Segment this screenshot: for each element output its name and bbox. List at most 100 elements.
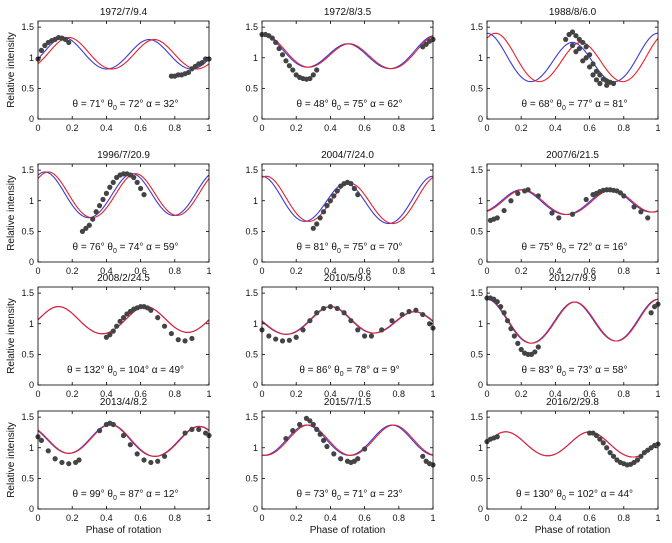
observation-point [276, 45, 282, 52]
axes-frame [37, 410, 210, 510]
observation-point [504, 318, 511, 324]
observation-point [573, 33, 579, 39]
y-tick-label: 0 [29, 114, 34, 124]
y-tick-label: 1 [29, 53, 34, 63]
model-curve-red [37, 306, 210, 335]
observation-point [563, 36, 569, 42]
geometry-annotation: θ = 68° θ0 = 77° α = 81° [522, 99, 628, 112]
observation-point [117, 318, 123, 324]
observation-point [314, 221, 320, 227]
x-tick-label: 0.8 [169, 389, 182, 399]
observation-point [573, 49, 579, 55]
model-curve-red [261, 35, 434, 70]
y-tick-label: 1.5 [470, 412, 483, 422]
x-tick-label: 0 [484, 389, 489, 399]
observation-point [549, 210, 555, 216]
observation-point [273, 39, 279, 46]
observation-point [168, 330, 174, 337]
x-tick-label: 0.6 [583, 123, 596, 133]
observation-point [508, 326, 514, 332]
panel-title: 2016/2/29.8 [546, 397, 599, 408]
x-tick-label: 1 [430, 266, 435, 276]
x-tick-label: 0.2 [290, 266, 303, 276]
x-tick-label: 0 [259, 266, 264, 276]
geometry-annotation: θ = 71° θ0 = 72° α = 32° [73, 99, 179, 112]
observation-point [576, 36, 582, 42]
observation-point [103, 190, 109, 196]
observation-point [426, 321, 433, 327]
observation-point [96, 428, 103, 434]
observation-point [535, 193, 541, 199]
observation-point [90, 216, 96, 222]
panel-2: 1972/8/3.5 0 0.2 0.4 0.6 0.8 1 0 0.5 1 1.5 θ = 48° … [245, 7, 436, 133]
x-tick-label: 0.4 [324, 513, 337, 523]
observation-point [587, 52, 593, 58]
observation-point [110, 421, 116, 428]
observation-point [182, 338, 188, 344]
panel-title: 2004/7/24.0 [321, 150, 374, 161]
observation-point [597, 436, 603, 442]
observation-point [155, 315, 161, 321]
y-tick-label: 0 [478, 257, 483, 267]
x-tick-label: 0.2 [515, 389, 528, 399]
model-curve-red [37, 36, 210, 70]
panel-title: 2010/5/9.6 [324, 273, 372, 284]
x-tick-label: 0.6 [358, 266, 371, 276]
observation-point [138, 185, 144, 192]
axes-frame [261, 410, 434, 510]
y-tick-label: 1.5 [245, 288, 258, 298]
x-tick-label: 1 [430, 389, 435, 399]
observation-point [290, 67, 296, 73]
observation-point [38, 437, 45, 443]
observation-point [348, 181, 354, 187]
observation-point [317, 431, 323, 437]
observation-point [331, 193, 337, 199]
x-axis-label: Phase of rotation [86, 525, 162, 536]
observation-point [515, 340, 521, 346]
x-tick-label: 0.6 [134, 513, 147, 523]
x-tick-label: 0 [35, 513, 40, 523]
observation-point [355, 327, 361, 333]
panel-6: 2007/6/21.5 0 0.2 0.4 0.6 0.8 1 0 0.5 1 1.5 θ = 75°… [470, 150, 660, 276]
observation-point [307, 318, 313, 324]
observation-point [79, 228, 86, 234]
x-tick-label: 0 [35, 123, 40, 133]
model-curve-blue [37, 171, 210, 219]
observation-point [310, 225, 316, 231]
observation-point [648, 310, 654, 316]
observation-point [569, 42, 576, 49]
observation-point [307, 418, 313, 424]
y-tick-label: 0.5 [21, 473, 34, 483]
panel-title: 2015/7/1.5 [324, 397, 372, 408]
observation-point [148, 307, 154, 313]
x-tick-label: 0.6 [583, 513, 596, 523]
observation-point [362, 446, 368, 452]
model-curve-red [486, 298, 659, 344]
y-tick-label: 1.5 [21, 165, 34, 175]
observation-point [327, 198, 333, 204]
x-tick-label: 0.8 [393, 123, 406, 133]
observation-point [518, 346, 524, 353]
observation-point [324, 443, 330, 450]
x-tick-label: 0.8 [393, 389, 406, 399]
axes-frame [261, 20, 434, 120]
y-tick-label: 0 [29, 504, 34, 514]
y-tick-label: 1.5 [245, 165, 258, 175]
observation-point [83, 225, 89, 231]
observation-point [327, 304, 333, 310]
observation-point [283, 435, 289, 442]
x-tick-label: 0.4 [549, 123, 562, 133]
observation-point [86, 222, 92, 228]
x-tick-label: 0.6 [358, 389, 371, 399]
geometry-annotation: θ = 83° θ0 = 73° α = 58° [522, 365, 628, 378]
observation-point [107, 332, 113, 338]
observation-point [406, 308, 412, 315]
observation-point [131, 174, 137, 181]
observation-point [310, 421, 316, 428]
x-tick-label: 0.4 [324, 266, 337, 276]
observation-point [597, 80, 603, 87]
observation-point [362, 333, 368, 339]
y-axis-label: Relative intensity [6, 175, 17, 251]
y-tick-label: 1.5 [470, 165, 483, 175]
observation-point [420, 453, 426, 459]
